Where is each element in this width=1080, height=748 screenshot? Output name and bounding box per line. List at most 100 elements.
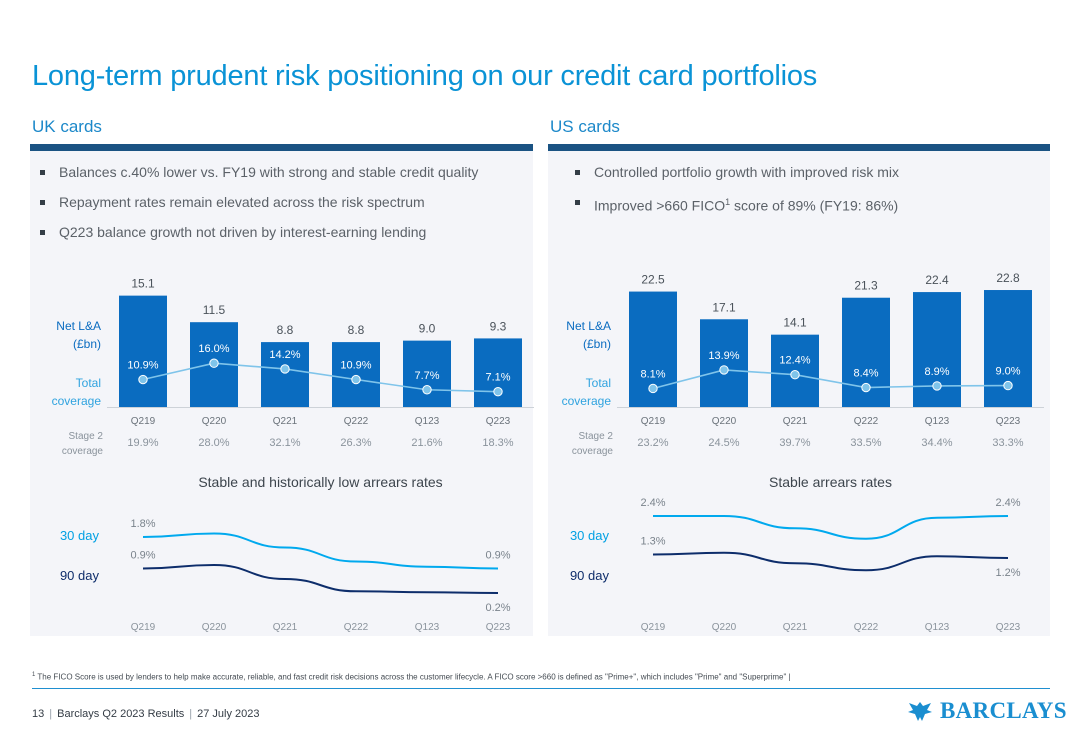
stage2-value: 23.2% [637,437,668,449]
coverage-value-label: 14.2% [269,349,300,361]
fico-footnote-ref: 1 [725,197,731,207]
stage2-value: 32.1% [269,437,300,449]
net-la-label: Net L&A [566,319,611,333]
coverage-value-label: 10.9% [127,360,158,372]
coverage-point [719,365,729,375]
footnote-text: The FICO Score is used by lenders to hel… [35,672,791,682]
legend-90-day: 90 day [570,568,610,583]
x-tick-label: Q221 [273,622,298,633]
bar-value-label: 15.1 [131,277,155,291]
net-la-bar [403,340,451,407]
us-bullet: Controlled portfolio growth with improve… [574,160,899,190]
document-date: 27 July 2023 [197,708,260,720]
legend-30-day: 30 day [570,528,610,543]
coverage-value-label: 7.1% [485,372,510,384]
bar-value-label: 9.0 [419,322,436,336]
arrears-30-start-label: 2.4% [640,497,665,509]
total-coverage-line [652,369,1009,390]
stage2-coverage-label: coverage [572,446,614,457]
uk-cards-chart: Net L&A (£bn) Total coverage Stage 2 coverage… [52,277,534,633]
x-tick-label: Q220 [202,416,227,427]
x-tick-label: Q221 [783,622,808,633]
x-tick-label: Q222 [344,416,369,427]
coverage-point [351,374,361,385]
x-tick-label: Q223 [486,622,511,633]
bar-value-label: 11.5 [203,303,226,317]
coverage-point [932,381,942,391]
total-coverage-line [142,362,499,393]
net-la-unit: (£bn) [73,337,101,351]
arrears-90-start-label: 0.9% [130,550,155,562]
logo-wordmark: BARCLAYS [940,698,1067,723]
x-tick-label: Q123 [925,622,950,633]
x-tick-label: Q123 [925,416,950,427]
us-cards-chart: Net L&A (£bn) Total coverage Stage 2 coverage… [562,271,1044,633]
footer-separator: | [49,708,53,720]
coverage-value-label: 12.4% [779,355,810,367]
x-tick-label: Q220 [202,622,227,633]
x-tick-label: Q222 [854,416,879,427]
uk-bullet-list: Balances c.40% lower vs. FY19 with stron… [39,160,478,250]
us-cards-heading: US cards [550,117,620,136]
uk-cards-heading: UK cards [32,117,102,136]
net-la-label: Net L&A [56,319,101,333]
stage2-value: 21.6% [411,437,442,449]
stage2-coverage-label: Stage 2 [69,431,104,442]
x-tick-label: Q219 [131,622,156,633]
coverage-point [493,386,503,397]
x-tick-label: Q220 [712,622,737,633]
coverage-value-label: 16.0% [198,343,229,355]
bar-value-label: 22.4 [925,273,949,287]
x-tick-label: Q219 [131,416,156,427]
us-bullet: Improved >660 FICO1 score of 89% (FY19: … [574,190,899,220]
stage2-value: 33.5% [850,437,881,449]
bar-value-label: 17.1 [712,300,736,314]
bar-value-label: 21.3 [854,279,878,293]
footer-rule [32,688,1050,689]
net-la-bar [119,295,167,407]
x-tick-label: Q123 [415,416,440,427]
arrears-30-end-label: 0.9% [485,550,510,562]
footer: 13 | Barclays Q2 2023 Results | 27 July 2023 [32,708,260,720]
coverage-point [861,382,871,393]
arrears-90-start-label: 1.3% [640,536,665,548]
total-coverage-label: coverage [52,394,102,408]
bar-value-label: 14.1 [783,316,807,330]
total-coverage-label: Total [586,376,611,390]
arrears-30-day-line [652,514,1009,540]
stage2-coverage-label: Stage 2 [579,431,614,442]
total-coverage-label: Total [76,376,101,390]
bar-value-label: 8.8 [348,323,365,337]
stage2-value: 19.9% [127,437,158,449]
coverage-point [1003,380,1013,391]
x-tick-label: Q221 [783,416,808,427]
uk-bullet: Repayment rates remain elevated across t… [39,190,478,220]
stage2-coverage-label: coverage [62,446,104,457]
bar-value-label: 22.8 [996,271,1020,285]
x-tick-label: Q222 [854,622,879,633]
arrears-30-start-label: 1.8% [130,518,155,530]
us-bullet-list: Controlled portfolio growth with improve… [574,160,899,220]
net-la-bar [700,319,748,407]
x-tick-label: Q221 [273,416,298,427]
uk-bullet: Q223 balance growth not driven by intere… [39,220,478,250]
arrears-30-day-line [142,532,499,570]
arrears-90-day-line [142,563,499,594]
coverage-value-label: 8.9% [924,366,949,378]
stage2-value: 26.3% [340,437,371,449]
net-la-bar [332,342,380,407]
x-tick-label: Q223 [486,416,511,427]
footnote: 1 The FICO Score is used by lenders to h… [32,672,791,682]
x-tick-label: Q219 [641,416,666,427]
coverage-point [648,383,658,394]
coverage-point [209,358,219,368]
stage2-value: 39.7% [779,437,810,449]
coverage-value-label: 13.9% [708,350,739,362]
stage2-value: 28.0% [198,437,229,449]
bar-value-label: 8.8 [277,323,294,337]
coverage-point [790,370,800,380]
arrears-chart-title: Stable arrears rates [769,474,892,490]
coverage-value-label: 10.9% [340,360,371,372]
coverage-point [138,374,148,385]
legend-30-day: 30 day [60,528,100,543]
